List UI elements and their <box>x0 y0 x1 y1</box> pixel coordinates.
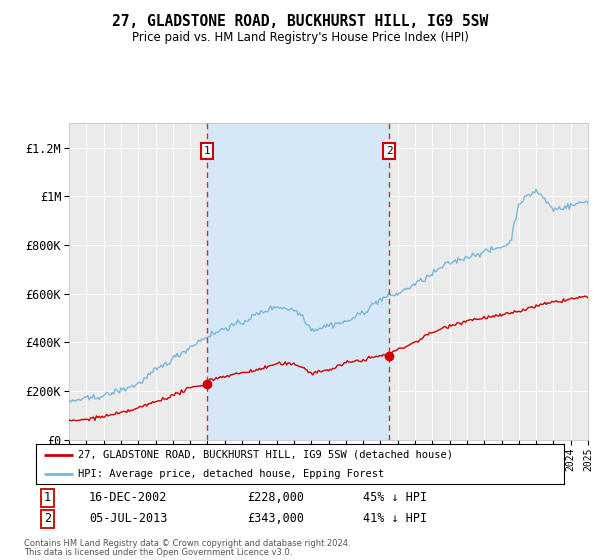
Text: 05-JUL-2013: 05-JUL-2013 <box>89 512 167 525</box>
Text: Price paid vs. HM Land Registry's House Price Index (HPI): Price paid vs. HM Land Registry's House … <box>131 31 469 44</box>
Text: 27, GLADSTONE ROAD, BUCKHURST HILL, IG9 5SW (detached house): 27, GLADSTONE ROAD, BUCKHURST HILL, IG9 … <box>78 450 453 460</box>
Text: 45% ↓ HPI: 45% ↓ HPI <box>364 491 427 504</box>
Text: 2: 2 <box>386 146 392 156</box>
Text: Contains HM Land Registry data © Crown copyright and database right 2024.: Contains HM Land Registry data © Crown c… <box>24 539 350 548</box>
Text: 1: 1 <box>203 146 210 156</box>
Text: 16-DEC-2002: 16-DEC-2002 <box>89 491 167 504</box>
Bar <box>207 123 389 440</box>
Text: This data is licensed under the Open Government Licence v3.0.: This data is licensed under the Open Gov… <box>24 548 292 557</box>
Text: HPI: Average price, detached house, Epping Forest: HPI: Average price, detached house, Eppi… <box>78 469 385 478</box>
Text: 27, GLADSTONE ROAD, BUCKHURST HILL, IG9 5SW: 27, GLADSTONE ROAD, BUCKHURST HILL, IG9 … <box>112 14 488 29</box>
Text: 41% ↓ HPI: 41% ↓ HPI <box>364 512 427 525</box>
Text: £228,000: £228,000 <box>247 491 304 504</box>
Text: £343,000: £343,000 <box>247 512 304 525</box>
Text: 2: 2 <box>44 512 51 525</box>
Text: 1: 1 <box>44 491 51 504</box>
